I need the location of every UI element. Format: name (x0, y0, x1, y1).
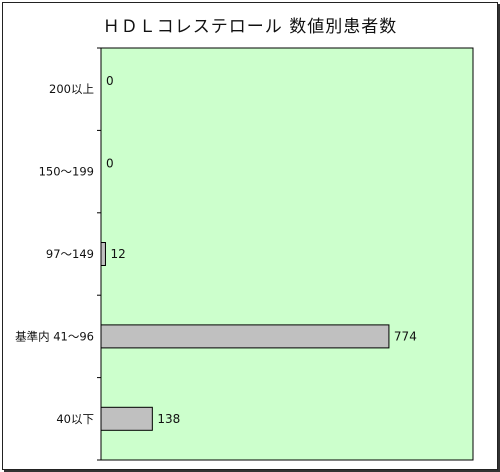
plot-area (100, 47, 474, 461)
value-label: 0 (106, 157, 114, 171)
y-axis-ticks (97, 47, 101, 461)
category-label: 200以上 (49, 82, 94, 96)
category-label: 40以下 (56, 412, 94, 426)
category-label: 基準内 41～96 (15, 329, 94, 343)
category-label: 97～149 (46, 247, 94, 261)
value-label: 12 (110, 247, 125, 261)
bars (100, 242, 390, 431)
bar (100, 242, 106, 266)
value-label: 0 (106, 74, 114, 88)
value-label: 774 (394, 329, 417, 343)
value-labels: 0 0 12 774 138 (106, 74, 417, 426)
bar (100, 324, 390, 349)
value-label: 138 (157, 412, 180, 426)
chart-title: ＨＤＬコレステロール 数値別患者数 (102, 17, 398, 37)
category-label: 150～199 (39, 165, 94, 179)
bar (100, 406, 153, 431)
category-labels: 200以上 150～199 97～149 基準内 41～96 40以下 (15, 82, 94, 426)
